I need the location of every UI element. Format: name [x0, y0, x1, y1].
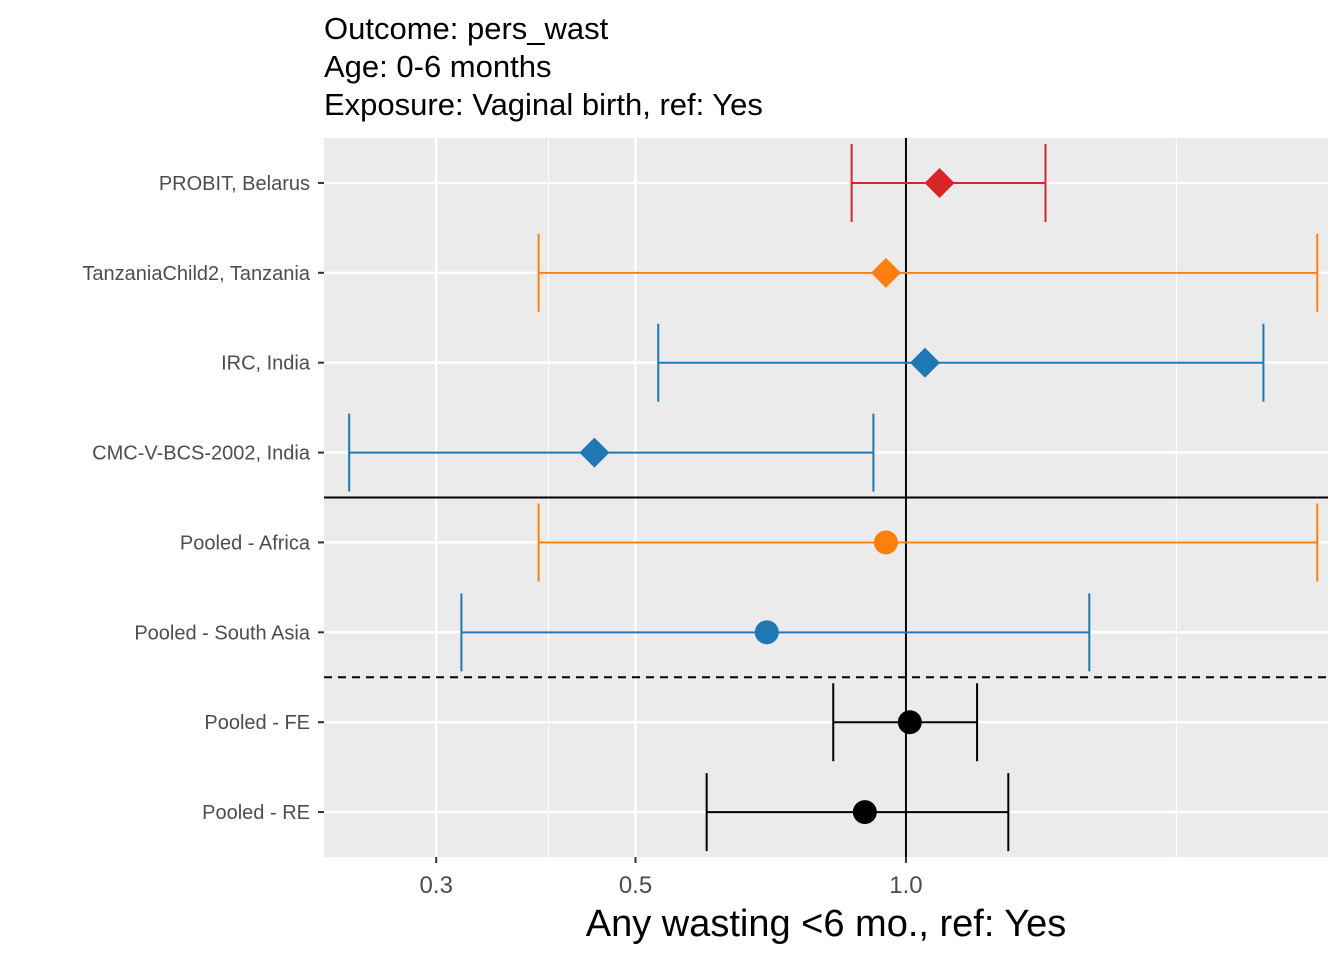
y-label-2: IRC, India — [221, 353, 311, 375]
x-tick-label-2: 1.0 — [889, 872, 922, 899]
row-0 — [850, 143, 1047, 222]
x-axis-title: Any wasting <6 mo., ref: Yes — [586, 903, 1067, 945]
y-label-3: CMC-V-BCS-2002, India — [92, 443, 311, 465]
x-tick-label-1: 0.5 — [619, 872, 652, 899]
estimate-point — [897, 710, 922, 735]
title-line-age: Age: 0-6 months — [324, 49, 552, 84]
estimate-diamond — [579, 437, 610, 468]
row-5 — [460, 593, 1091, 672]
estimate-point — [873, 530, 898, 555]
row-separators — [324, 496, 1328, 679]
title-line-outcome: Outcome: pers_wast — [324, 11, 609, 46]
estimate-point — [852, 800, 877, 825]
x-axis-labels: 0.3 0.5 1.0 — [420, 857, 923, 899]
x-tick-label-0: 0.3 — [420, 872, 453, 899]
row-2 — [657, 323, 1265, 402]
chart-title: Outcome: pers_wast Age: 0-6 months Expos… — [324, 10, 763, 124]
estimate-rows — [348, 143, 1319, 852]
row-3 — [348, 413, 875, 492]
estimate-diamond — [909, 347, 940, 378]
y-axis-labels: PROBIT, Belarus TanzaniaChild2, Tanzania I… — [82, 173, 324, 824]
estimate-point — [754, 620, 779, 645]
row-1 — [537, 233, 1319, 312]
y-label-0: PROBIT, Belarus — [159, 173, 310, 195]
y-label-6: Pooled - FE — [204, 712, 310, 734]
y-label-7: Pooled - RE — [202, 802, 310, 824]
title-line-exposure: Exposure: Vaginal birth, ref: Yes — [324, 87, 763, 122]
row-4 — [537, 503, 1319, 582]
y-label-1: TanzaniaChild2, Tanzania — [82, 263, 310, 285]
estimate-diamond — [870, 257, 901, 288]
y-label-4: Pooled - Africa — [180, 532, 311, 554]
estimate-diamond — [924, 167, 955, 198]
row-7 — [705, 773, 1010, 852]
row-6 — [832, 683, 979, 762]
y-label-5: Pooled - South Asia — [134, 622, 311, 644]
